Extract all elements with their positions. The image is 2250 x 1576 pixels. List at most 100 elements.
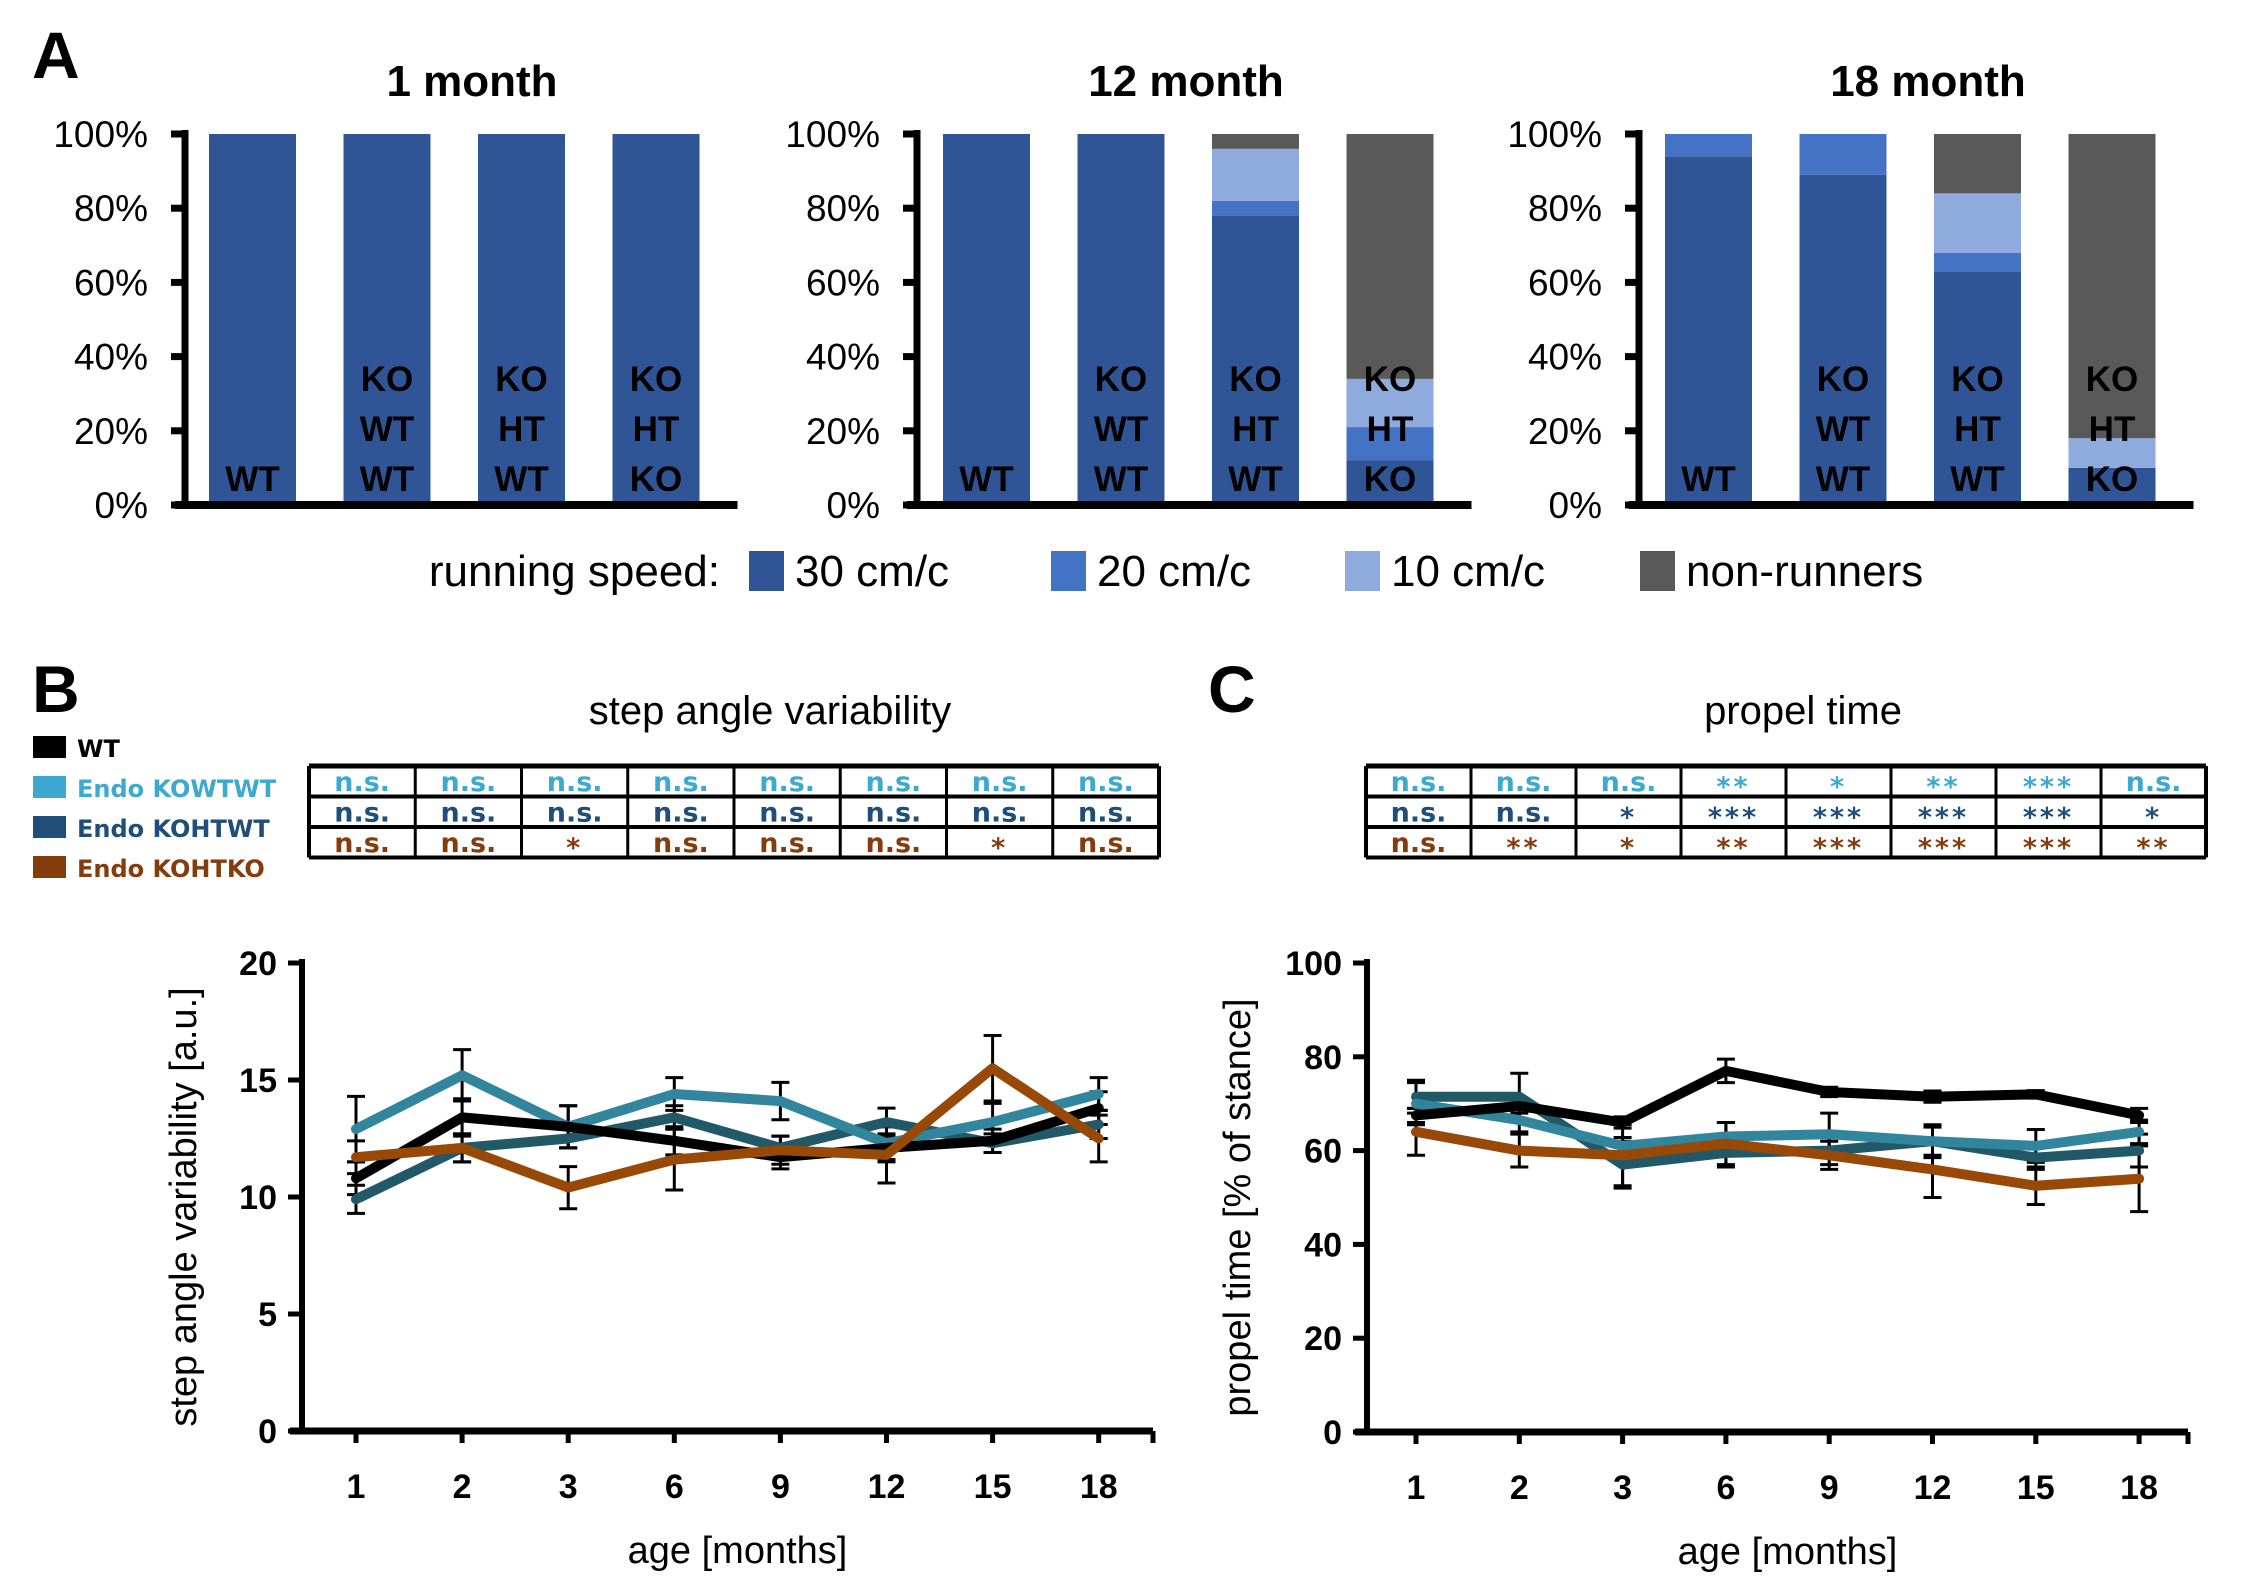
bar-segment-30-cm-c — [1077, 134, 1165, 505]
data-point — [1517, 1104, 1522, 1109]
bar-segment-20-cm-c — [1346, 427, 1434, 461]
significance-cell: n.s. — [1391, 798, 1447, 829]
y-tick-label: 60 — [1304, 1133, 1342, 1171]
bar-genotype-label: HT — [1232, 410, 1279, 449]
x-tick-label: 15 — [974, 1468, 1012, 1506]
x-tick-label: 3 — [559, 1468, 578, 1506]
significance-cell: n.s. — [1391, 828, 1447, 859]
running-speed-bar-charts: 1 month WT KO WT WT KO HT WT KO HT KO 0% 20% 40% 60% 80… — [53, 57, 2194, 526]
bar-genotype-label: HT — [498, 410, 545, 449]
data-point — [354, 1127, 358, 1132]
significance-cell: n.s. — [547, 798, 603, 829]
bar-chart-12-month: 12 month WT KO WT WT KO HT WT KO HT KO 0% 20% 40% 60% 8… — [785, 57, 1472, 526]
significance-cell: n.s. — [1078, 828, 1134, 859]
bar-genotype-label: WT — [1094, 460, 1148, 499]
legend-label: 30 cm/c — [795, 547, 949, 596]
significance-cell: n.s. — [334, 798, 390, 829]
bar-chart-1-month: 1 month WT KO WT WT KO HT WT KO HT KO 0% 20% 40% 60% 80… — [53, 57, 738, 526]
bar-chart-18-month: 18 month WT KO WT WT KO HT WT KO HT KO 0% 20% 40% 60% 8… — [1507, 57, 2194, 526]
significance-cell: n.s. — [2126, 767, 2182, 798]
bar-segment-10-cm-c — [1212, 148, 1299, 201]
x-tick-label: 6 — [665, 1468, 684, 1506]
bar-segment-20-cm-c — [1665, 134, 1752, 157]
data-point — [672, 1157, 677, 1162]
data-point — [1096, 1122, 1101, 1127]
significance-cell: n.s. — [653, 767, 709, 798]
significance-cell: n.s. — [759, 798, 815, 829]
legend-item-30-cm-c: 30 cm/c — [749, 547, 949, 596]
legend-label: Endo KOHTKO — [77, 855, 265, 883]
data-point — [1827, 1089, 1832, 1094]
data-point — [1414, 1113, 1418, 1118]
bar-genotype-label: KO — [1364, 360, 1417, 399]
y-tick-label: 40 — [1304, 1226, 1342, 1264]
bar-segment-10-cm-c — [1934, 193, 2021, 253]
x-tick-label: 12 — [1914, 1469, 1952, 1507]
x-tick-label: 15 — [2017, 1469, 2055, 1507]
genotype-legend-item: Endo KOHTWT — [33, 815, 270, 843]
bar-genotype-label: HT — [1367, 410, 1414, 449]
x-tick-label: 9 — [1820, 1469, 1839, 1507]
data-point — [1930, 1139, 1935, 1144]
data-point — [2033, 1183, 2038, 1188]
panel-letter-b: B — [32, 652, 80, 726]
data-point — [1517, 1148, 1522, 1153]
series-line-wt — [1411, 1065, 2145, 1128]
y-tick-label: 40% — [74, 337, 148, 378]
data-point — [1096, 1136, 1101, 1141]
bar-segment-non-runners — [1346, 134, 1434, 379]
legend-swatch — [33, 816, 66, 838]
data-point — [1414, 1129, 1418, 1134]
bar-chart-title: 1 month — [386, 57, 557, 106]
legend-item-20-cm-c: 20 cm/c — [1051, 547, 1251, 596]
bar-segment-10-cm-c — [1346, 378, 1434, 428]
bar-genotype-label: WT — [1681, 460, 1735, 499]
legend-label: 20 cm/c — [1097, 547, 1251, 596]
significance-table-propel-time: n.s. n.s. n.s. ** * ** *** n.s.n.s. n.s. * *** *** *… — [1364, 763, 2208, 864]
x-tick-label: 18 — [1080, 1468, 1118, 1506]
bar-genotype-label: WT — [360, 460, 414, 499]
bar-genotype-label: HT — [633, 410, 680, 449]
bar-genotype-label: WT — [1950, 460, 2004, 499]
y-tick-label: 20 — [239, 945, 277, 983]
legend-swatch — [1640, 551, 1675, 591]
bar-segment-non-runners — [1934, 134, 2021, 194]
bar-genotype-label: WT — [1228, 460, 1282, 499]
bar-segment-10-cm-c — [2068, 438, 2156, 468]
x-axis-label: age [months] — [628, 1530, 848, 1572]
data-point — [1827, 1153, 1832, 1158]
data-point — [566, 1185, 571, 1190]
significance-cell: n.s. — [440, 828, 496, 859]
significance-cell: n.s. — [1601, 767, 1657, 798]
bar-genotype-label: KO — [1095, 360, 1148, 399]
significance-cell: n.s. — [972, 798, 1028, 829]
y-tick-label: 60% — [1528, 262, 1602, 303]
series-line-endo-kowtwt — [351, 1070, 1104, 1149]
bar-segment-20-cm-c — [1934, 252, 2021, 272]
legend-label: non-runners — [1686, 547, 1923, 596]
significance-cell: n.s. — [334, 828, 390, 859]
legend-swatch — [33, 776, 66, 798]
data-point — [2137, 1148, 2142, 1153]
y-tick-label: 40% — [806, 337, 880, 378]
data-point — [354, 1155, 358, 1160]
bar-genotype-label: KO — [2086, 360, 2139, 399]
genotype-legend-item: Endo KOWTWT — [33, 775, 277, 803]
y-tick-label: 100 — [1285, 945, 1342, 983]
bar-segment-30-cm-c — [1934, 271, 2021, 505]
bar-genotype-label: KO — [2086, 460, 2139, 499]
panel-letter-a: A — [32, 18, 80, 92]
data-point — [1827, 1132, 1832, 1137]
significance-cell: n.s. — [440, 798, 496, 829]
chart-title: step angle variability — [589, 689, 951, 733]
y-tick-label: 100% — [1507, 114, 1602, 155]
genotype-legend: WT Endo KOWTWT Endo KOHTWT Endo KOHTKO — [33, 735, 277, 883]
data-point — [672, 1092, 677, 1097]
y-tick-label: 15 — [239, 1062, 277, 1100]
bar-segment-30-cm-c — [478, 134, 565, 505]
data-point — [2033, 1092, 2038, 1097]
bar-segment-30-cm-c — [1346, 460, 1434, 505]
